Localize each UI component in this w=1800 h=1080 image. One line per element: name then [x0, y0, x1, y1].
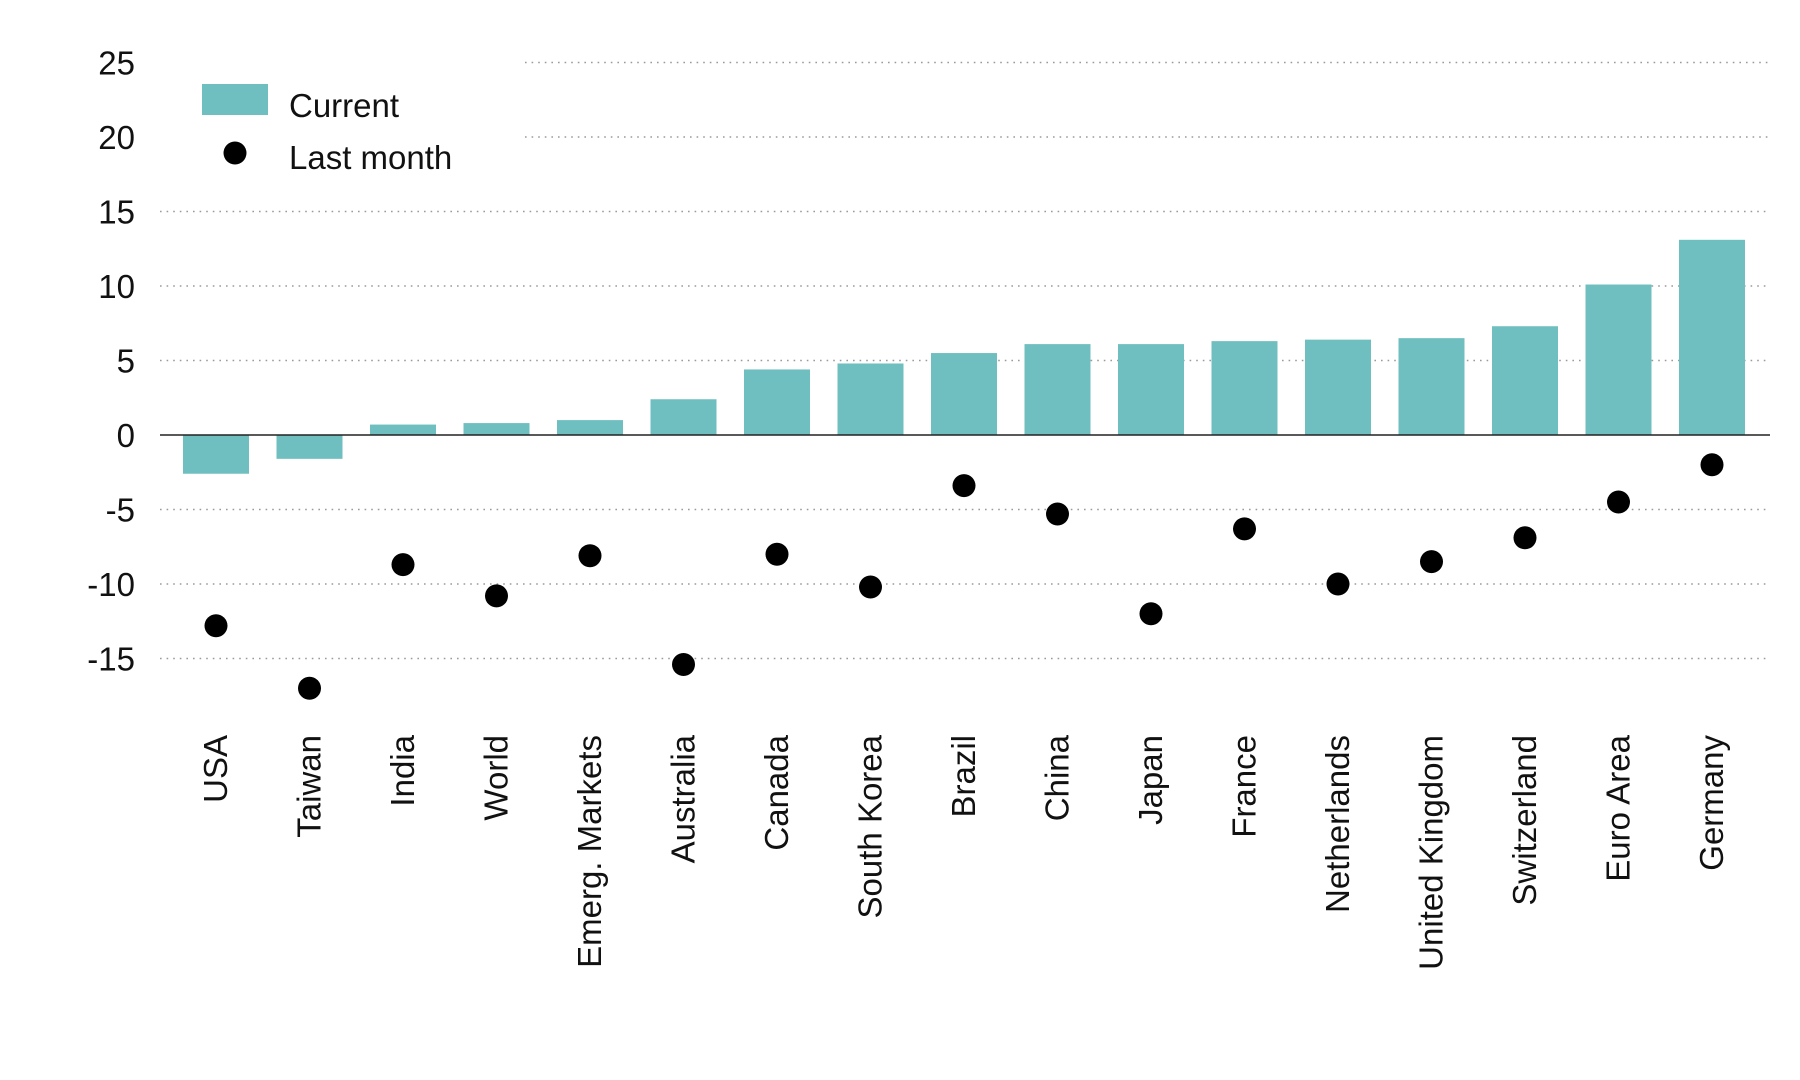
dot-emerg-markets: [578, 544, 602, 568]
bar-japan: [1118, 344, 1184, 435]
y-tick-label: 25: [98, 45, 135, 82]
category-label: Netherlands: [1319, 735, 1356, 913]
category-label: China: [1039, 734, 1076, 821]
dot-usa: [204, 614, 228, 638]
legend-label-last-month: Last month: [289, 139, 452, 176]
bar-france: [1211, 341, 1278, 435]
bar-united-kingdom: [1398, 338, 1465, 435]
category-label: Japan: [1132, 735, 1169, 825]
category-label: Switzerland: [1506, 735, 1543, 906]
legend-swatch-current: [202, 84, 268, 115]
y-tick-label: -10: [87, 566, 135, 603]
category-label: Euro Area: [1600, 734, 1637, 881]
category-label: United Kingdom: [1413, 735, 1450, 970]
bar-emerg-markets: [557, 420, 623, 435]
dot-south-korea: [859, 575, 882, 599]
dot-euro-area: [1607, 490, 1630, 514]
last-month-dots: [204, 453, 1724, 700]
y-tick-label: 15: [98, 194, 135, 231]
legend-label-current: Current: [289, 87, 399, 124]
y-tick-label: 5: [117, 343, 135, 380]
y-tick-label: -5: [106, 492, 135, 529]
category-label: France: [1226, 735, 1263, 838]
category-label: India: [384, 734, 421, 806]
bar-world: [463, 423, 530, 435]
bar-germany: [1679, 239, 1745, 435]
category-label: Australia: [665, 734, 702, 863]
y-tick-label: 20: [98, 119, 135, 156]
legend: Current Last month: [202, 84, 452, 176]
y-tick-label: 10: [98, 268, 135, 305]
dot-canada: [765, 542, 789, 566]
category-label: World: [478, 735, 515, 821]
category-label: Canada: [758, 734, 795, 850]
dot-switzerland: [1513, 526, 1537, 550]
category-label: Taiwan: [291, 735, 328, 838]
bar-switzerland: [1492, 326, 1558, 435]
current-bars: [183, 239, 1745, 474]
dot-taiwan: [298, 676, 321, 700]
dot-china: [1046, 502, 1069, 526]
y-axis-ticks: 25 20 15 10 5 0 -5 -10 -15: [87, 45, 135, 678]
dot-brazil: [952, 474, 976, 498]
bar-canada: [744, 369, 810, 435]
bar-china: [1024, 344, 1091, 435]
bar-australia: [650, 399, 717, 435]
dot-france: [1233, 517, 1256, 541]
dot-germany: [1700, 453, 1724, 477]
category-label: Germany: [1693, 735, 1730, 871]
bar-south-korea: [837, 363, 904, 435]
x-axis-category-labels: USA Taiwan India World Emerg. Markets Austral…: [197, 734, 1730, 969]
category-label: USA: [197, 735, 234, 803]
category-label: South Korea: [852, 734, 889, 918]
bar-euro-area: [1585, 284, 1652, 435]
bar-usa: [183, 435, 249, 474]
bar-india: [370, 424, 436, 435]
dot-japan: [1139, 602, 1163, 626]
y-tick-label: -15: [87, 641, 135, 678]
bar-netherlands: [1305, 339, 1371, 435]
bar-taiwan: [276, 435, 343, 459]
dot-world: [485, 584, 508, 608]
dot-netherlands: [1326, 572, 1350, 596]
bar-brazil: [931, 353, 997, 435]
legend-swatch-last-month: [223, 141, 247, 165]
category-label: Emerg. Markets: [571, 735, 608, 968]
dot-united-kingdom: [1420, 550, 1443, 574]
dot-australia: [672, 652, 695, 676]
dot-india: [391, 553, 415, 577]
category-label: Brazil: [945, 735, 982, 818]
y-tick-label: 0: [117, 417, 135, 454]
gridlines: [160, 61, 1770, 660]
